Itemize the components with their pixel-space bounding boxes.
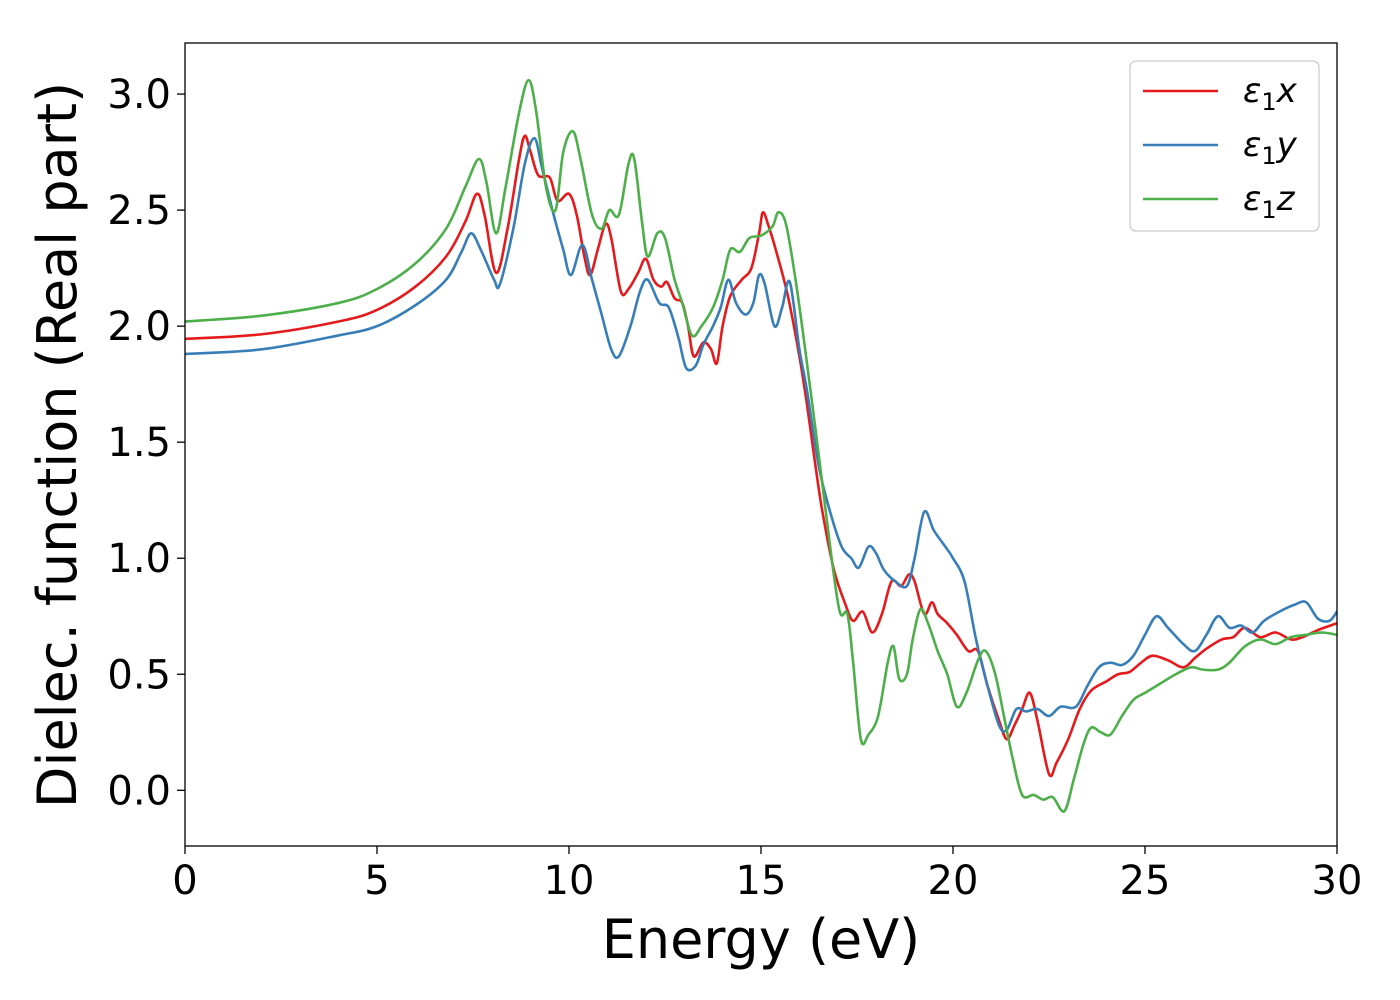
x-tick-label: 15 <box>736 858 787 904</box>
series-line-e1z <box>185 78 1337 813</box>
series-line-e1y <box>185 136 1337 733</box>
x-axis-ticks: 0 5 10 15 20 25 30 <box>172 846 1362 904</box>
series-layer <box>185 78 1337 813</box>
legend-entry-e1x: ε1x <box>1143 71 1298 116</box>
y-tick-label: 1.5 <box>107 420 171 466</box>
y-tick-label: 3.0 <box>107 72 171 118</box>
y-axis-label: Dielec. function (Real part) <box>26 82 89 808</box>
y-tick-label: 0.5 <box>107 652 171 698</box>
x-tick-label: 25 <box>1120 858 1171 904</box>
x-tick-label: 0 <box>172 858 197 904</box>
legend-entry-e1z: ε1z <box>1143 179 1296 224</box>
x-tick-label: 30 <box>1312 858 1363 904</box>
legend-label: ε1z <box>1243 179 1296 224</box>
legend-entries: ε1x ε1y ε1z <box>1143 71 1298 224</box>
y-tick-label: 1.0 <box>107 536 171 582</box>
x-tick-label: 20 <box>928 858 979 904</box>
x-tick-label: 10 <box>544 858 595 904</box>
y-tick-label: 2.5 <box>107 188 171 234</box>
x-tick-label: 5 <box>364 858 389 904</box>
y-tick-label: 2.0 <box>107 304 171 350</box>
y-tick-label: 0.0 <box>107 768 171 814</box>
legend-label: ε1y <box>1243 125 1298 170</box>
legend-entry-e1y: ε1y <box>1143 125 1298 170</box>
legend-label: ε1x <box>1243 71 1298 116</box>
legend-frame <box>1129 60 1320 232</box>
y-axis-ticks: 0.0 0.5 1.0 1.5 2.0 2.5 3.0 <box>107 72 185 814</box>
x-axis-label: Energy (eV) <box>602 908 921 971</box>
legend: ε1x ε1y ε1z <box>1129 60 1320 232</box>
